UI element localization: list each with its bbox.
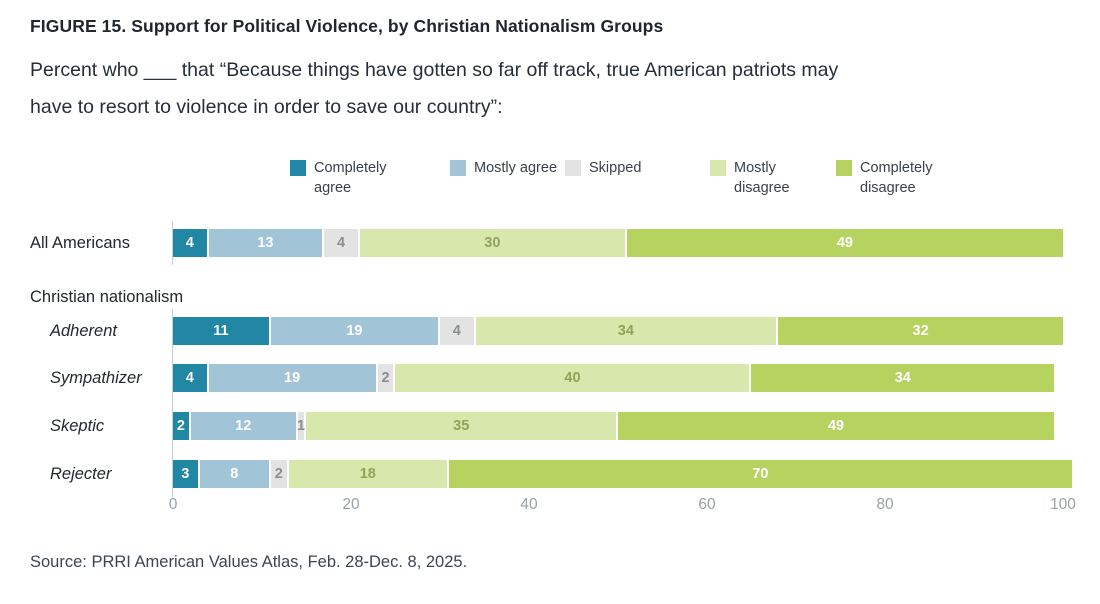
bar-segment-sympathizer-completely-disagree: 34 bbox=[751, 364, 1055, 392]
legend-swatch-completely-disagree bbox=[836, 160, 852, 176]
bar-segment-skeptic-mostly-disagree: 35 bbox=[306, 412, 618, 440]
axis-baseline-groups bbox=[172, 309, 173, 497]
row-label-all-americans: All Americans bbox=[30, 234, 130, 252]
bar-segment-skeptic-skipped: 1 bbox=[297, 412, 307, 440]
bar-segment-rejecter-mostly-disagree: 18 bbox=[288, 460, 449, 488]
legend-item-mostly-disagree: Mostly disagree bbox=[710, 158, 826, 198]
legend-label-skipped: Skipped bbox=[589, 160, 642, 176]
chart-legend: Completely agree Mostly agree Skipped Mostl… bbox=[0, 158, 1100, 202]
legend-item-mostly-agree: Mostly agree bbox=[450, 158, 566, 178]
bar-rejecter: 3 8 2 18 70 bbox=[173, 460, 1072, 488]
section-label-christian-nationalism: Christian nationalism bbox=[30, 288, 184, 306]
row-label-skeptic: Skeptic bbox=[50, 417, 105, 435]
row-label-sympathizer: Sympathizer bbox=[50, 369, 142, 387]
bar-segment-sympathizer-mostly-agree: 19 bbox=[208, 364, 378, 392]
bar-segment-all-americans-mostly-agree: 13 bbox=[208, 229, 325, 257]
legend-item-completely-agree: Completely agree bbox=[290, 158, 406, 198]
bar-segment-skeptic-completely-agree: 2 bbox=[173, 412, 191, 440]
subtitle-line-1: Percent who ___ that “Because things hav… bbox=[30, 59, 839, 81]
bar-segment-adherent-mostly-agree: 19 bbox=[270, 317, 440, 345]
bar-segment-all-americans-mostly-disagree: 30 bbox=[359, 229, 627, 257]
bar-sympathizer: 4 19 2 40 34 bbox=[173, 364, 1055, 392]
x-axis-tick-40: 40 bbox=[520, 496, 538, 513]
bar-segment-all-americans-completely-disagree: 49 bbox=[626, 229, 1063, 257]
source-note: Source: PRRI American Values Atlas, Feb.… bbox=[30, 553, 468, 571]
legend-swatch-mostly-agree bbox=[450, 160, 466, 176]
bar-segment-sympathizer-mostly-disagree: 40 bbox=[395, 364, 752, 392]
bar-adherent: 11 19 4 34 32 bbox=[173, 317, 1063, 345]
legend-label-completely-disagree: Completely disagree bbox=[860, 160, 933, 196]
legend-item-completely-disagree: Completely disagree bbox=[836, 158, 952, 198]
legend-label-mostly-disagree: Mostly disagree bbox=[734, 160, 790, 196]
x-axis-tick-0: 0 bbox=[168, 496, 178, 513]
bar-segment-adherent-completely-disagree: 32 bbox=[778, 317, 1063, 345]
bar-segment-rejecter-completely-disagree: 70 bbox=[448, 460, 1072, 488]
bar-segment-rejecter-completely-agree: 3 bbox=[173, 460, 200, 488]
x-axis-tick-100: 100 bbox=[1050, 496, 1076, 513]
legend-label-completely-agree: Completely agree bbox=[314, 160, 387, 196]
x-axis-tick-60: 60 bbox=[698, 496, 716, 513]
bar-segment-all-americans-skipped: 4 bbox=[324, 229, 360, 257]
row-label-rejecter: Rejecter bbox=[50, 465, 112, 483]
bar-segment-rejecter-mostly-agree: 8 bbox=[199, 460, 271, 488]
legend-swatch-mostly-disagree bbox=[710, 160, 726, 176]
bar-segment-all-americans-completely-agree: 4 bbox=[173, 229, 209, 257]
row-label-adherent: Adherent bbox=[50, 322, 117, 340]
bar-segment-adherent-completely-agree: 11 bbox=[173, 317, 271, 345]
axis-baseline-all-americans bbox=[172, 221, 173, 265]
figure-title: FIGURE 15. Support for Political Violenc… bbox=[30, 16, 664, 36]
bar-segment-adherent-mostly-disagree: 34 bbox=[475, 317, 779, 345]
bar-all-americans: 4 13 4 30 49 bbox=[173, 229, 1063, 257]
bar-segment-rejecter-skipped: 2 bbox=[270, 460, 289, 488]
bar-segment-adherent-skipped: 4 bbox=[439, 317, 476, 345]
legend-swatch-skipped bbox=[565, 160, 581, 176]
bar-skeptic: 2 12 1 35 49 bbox=[173, 412, 1055, 440]
legend-swatch-completely-agree bbox=[290, 160, 306, 176]
x-axis-tick-80: 80 bbox=[876, 496, 894, 513]
legend-item-skipped: Skipped bbox=[565, 158, 681, 178]
bar-segment-skeptic-completely-disagree: 49 bbox=[617, 412, 1055, 440]
x-axis-tick-20: 20 bbox=[342, 496, 360, 513]
figure-subtitle: Percent who ___ that “Because things hav… bbox=[30, 52, 1070, 126]
bar-segment-sympathizer-skipped: 2 bbox=[377, 364, 396, 392]
legend-label-mostly-agree: Mostly agree bbox=[474, 160, 558, 176]
bar-segment-sympathizer-completely-agree: 4 bbox=[173, 364, 209, 392]
subtitle-line-2: have to resort to violence in order to s… bbox=[30, 96, 503, 118]
bar-segment-skeptic-mostly-agree: 12 bbox=[190, 412, 298, 440]
